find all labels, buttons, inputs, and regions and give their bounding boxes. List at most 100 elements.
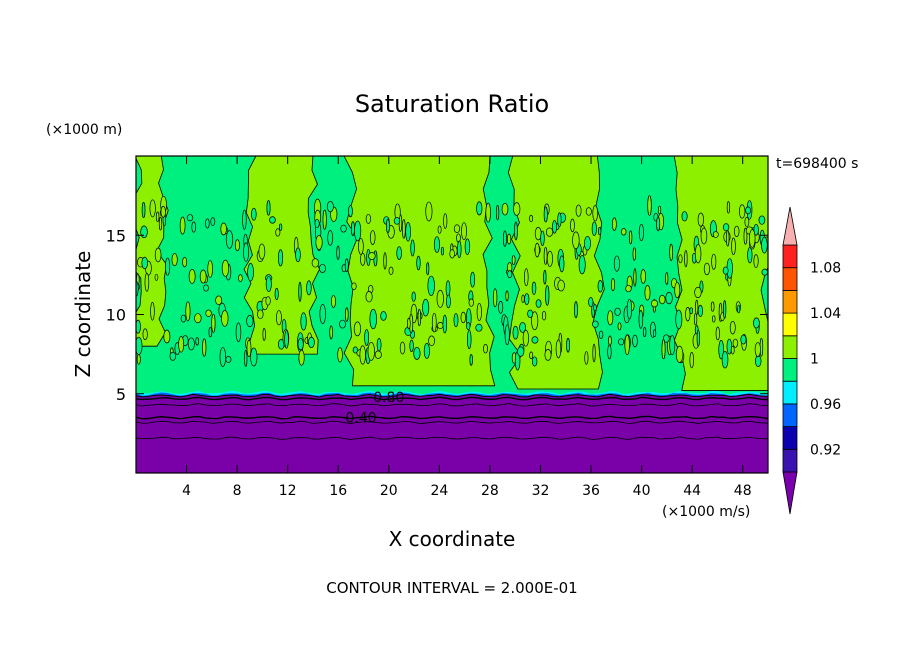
speckle-contour [681,211,688,222]
speckle-contour [298,281,302,302]
speckle-contour [592,320,599,328]
speckle-contour [761,268,768,276]
colorbar-label: 0.92 [810,442,841,458]
speckle-contour [640,269,646,284]
speckle-contour [737,304,741,314]
contour-line [136,420,768,424]
speckle-contour [584,236,591,251]
speckle-contour [191,221,197,233]
speckle-contour [521,294,525,303]
speckle-contour [353,321,362,337]
colorbar-swatch [782,312,798,337]
speckle-contour [311,258,320,268]
x-tick-label: 28 [481,483,499,499]
speckle-contour [154,247,162,263]
colorbar-max-arrow [782,206,798,246]
supersaturated-column [343,156,496,387]
speckle-contour [535,299,542,308]
speckle-contour [276,310,282,326]
speckle-contour [612,217,617,231]
speckle-contour [647,195,652,216]
contour-line [136,415,768,420]
speckle-contour [243,242,250,262]
speckle-contour [326,201,334,213]
speckle-contour [433,236,440,253]
speckle-contour [598,330,604,339]
speckle-contour [723,300,727,319]
speckle-contour [557,279,565,292]
speckle-contour [733,225,740,238]
speckle-contour [729,320,736,335]
speckle-contour [527,309,534,318]
speckle-contour [396,246,402,260]
speckle-contour [315,235,323,250]
speckle-contour [662,334,670,343]
speckle-contour [570,218,575,233]
speckle-contour [150,302,155,321]
speckle-contour [136,319,141,334]
speckle-contour [524,293,530,306]
speckle-contour [423,343,430,359]
speckle-contour [461,222,467,241]
speckle-contour [541,310,547,321]
speckle-contour [374,350,382,359]
speckle-contour [653,329,657,337]
speckle-contour [712,231,719,238]
x-tick-label: 24 [430,483,448,499]
speckle-contour [546,250,553,267]
speckle-contour [258,243,266,260]
speckle-contour [731,237,736,256]
colorbar-swatch [782,358,798,382]
plot-area [136,156,768,473]
speckle-contour [651,299,658,308]
x-tick-label: 8 [233,483,242,499]
speckle-contour [203,284,209,292]
speckle-contour [513,202,521,216]
speckle-contour [443,213,448,229]
speckle-contour [517,346,525,357]
speckle-contour [617,322,622,331]
speckle-contour [339,319,346,329]
speckle-contour [275,228,281,237]
speckle-contour [665,272,669,285]
speckle-contour [505,290,509,302]
speckle-contour [211,313,216,333]
speckle-contour [234,239,240,252]
speckle-contour [266,200,271,216]
chart-title: Saturation Ratio [355,90,549,118]
speckle-contour [136,353,141,365]
speckle-contour [503,230,507,247]
speckle-contour [507,270,513,279]
colorbar-min-arrow [782,471,798,515]
speckle-contour [235,322,242,342]
speckle-contour [171,253,178,267]
speckle-contour [610,278,616,292]
speckle-contour [402,219,406,239]
speckle-contour [475,323,483,332]
speckle-contour [624,334,630,356]
speckle-contour [697,212,705,227]
speckle-contour [543,246,548,265]
speckle-contour [669,335,676,355]
speckle-contour [529,214,534,223]
x-tick-label: 20 [380,483,398,499]
speckle-contour [638,310,644,329]
speckle-contour [437,322,444,329]
speckle-contour [205,218,210,229]
speckle-contour [376,338,382,352]
speckle-contour [257,309,264,320]
colorbar-label: 1.08 [810,261,841,277]
speckle-contour [199,269,207,284]
speckle-contour [658,294,666,305]
speckle-contour [284,330,289,349]
dry-layer [136,390,768,473]
speckle-contour [297,338,304,351]
colorbar-swatch [782,448,798,473]
y-tick-label: 5 [116,385,126,404]
speckle-contour [585,207,592,216]
speckle-contour [251,207,257,221]
speckle-contour [426,262,430,276]
contour-line [136,396,768,401]
speckle-contour [531,311,539,331]
speckle-contour [665,291,673,305]
